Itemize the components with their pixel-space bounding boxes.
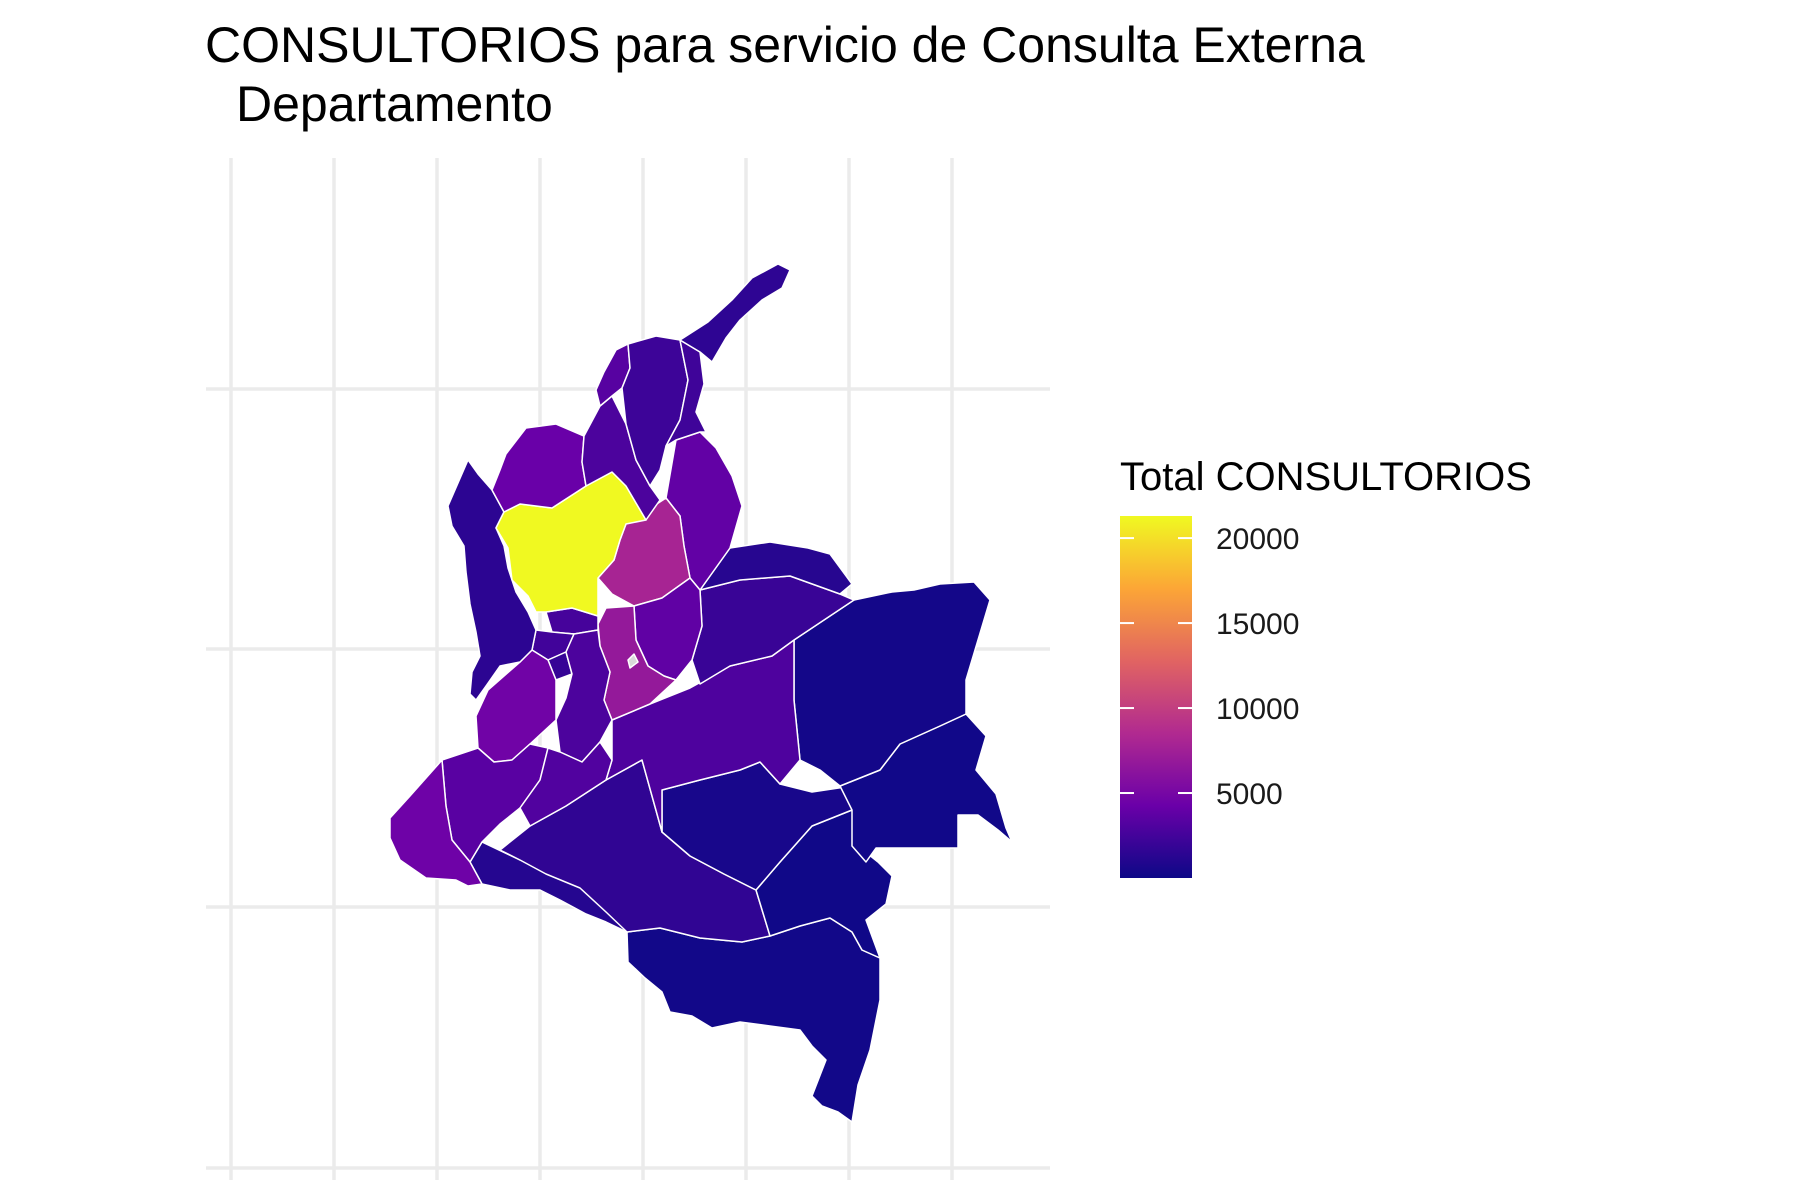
- legend-colorbar: [1120, 516, 1192, 878]
- department-vichada: [793, 581, 991, 787]
- map-title-line-2: Departamento: [236, 76, 553, 132]
- department-huila: [519, 741, 613, 827]
- department-amazonas: [626, 917, 881, 1123]
- legend-tick-label: 5000: [1216, 778, 1283, 811]
- departments-layer: [389, 263, 1013, 1123]
- department-bogota: [627, 653, 639, 669]
- map-title-line-1: CONSULTORIOS para servicio de Consulta E…: [205, 17, 1365, 73]
- department-arauca: [699, 541, 853, 595]
- legend-ticks: 20000 15000 10000 5000: [1120, 523, 1299, 811]
- department-la-guajira: [679, 263, 791, 363]
- legend: Total CONSULTORIOS 20000 15000 10000 5000: [1120, 455, 1532, 878]
- legend-title: Total CONSULTORIOS: [1120, 455, 1532, 499]
- department-narino: [389, 759, 483, 887]
- department-cesar: [665, 339, 707, 447]
- legend-tick-label: 15000: [1216, 608, 1299, 641]
- department-cordoba: [491, 423, 587, 513]
- legend-tick-label: 20000: [1216, 523, 1299, 556]
- legend-tick-label: 10000: [1216, 693, 1299, 726]
